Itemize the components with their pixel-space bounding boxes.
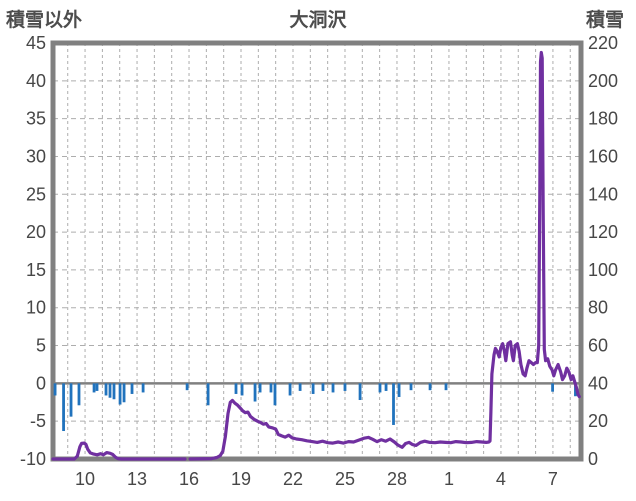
right-axis-tick: 100 <box>588 260 618 280</box>
plot-frame <box>50 40 584 462</box>
snow-other-bar <box>77 383 81 406</box>
left-axis-tick: 30 <box>26 146 46 166</box>
x-axis-tick: 4 <box>496 469 506 489</box>
snow-other-bar <box>428 383 432 391</box>
snow-other-bar <box>343 383 347 391</box>
x-axis-tick: 7 <box>548 469 558 489</box>
snow-other-bar <box>288 383 292 396</box>
snow-other-bar <box>551 383 554 392</box>
snow-other-bar <box>397 383 401 397</box>
right-axis-title: 積雪 <box>586 10 625 31</box>
snow-other-bar <box>384 383 388 391</box>
left-axis-title: 積雪以外 <box>6 10 83 31</box>
right-axis-tick: 220 <box>588 33 618 53</box>
snow-other-bar <box>206 383 210 406</box>
left-axis-tick: 35 <box>26 109 46 129</box>
left-axis-tick: 40 <box>26 71 46 91</box>
snow-other-bar <box>240 383 244 396</box>
x-axis-tick: 22 <box>283 469 303 489</box>
snow-other-bar <box>69 383 73 417</box>
x-axis-tick: 16 <box>179 469 199 489</box>
right-axis-tick: 160 <box>588 146 618 166</box>
left-axis-tick: 15 <box>26 260 46 280</box>
snow-other-bar <box>112 383 116 400</box>
snow-other-bar <box>321 383 325 391</box>
snow-other-bar <box>185 383 189 391</box>
snow-other-bar <box>409 383 413 391</box>
snow-depth-line <box>188 50 581 461</box>
left-axis-tick: -10 <box>20 449 46 469</box>
snow-depth-line <box>51 441 187 461</box>
left-axis-tick: 25 <box>26 184 46 204</box>
snow-other-bar <box>331 383 335 393</box>
snow-other-bar <box>298 383 302 391</box>
right-axis-tick: 40 <box>588 373 608 393</box>
left-axis-tick: 20 <box>26 222 46 242</box>
snow-other-bar <box>92 383 96 393</box>
snow-other-bar <box>234 383 238 394</box>
right-axis-tick: 0 <box>588 449 598 469</box>
x-axis-tick: 25 <box>335 469 355 489</box>
snow-other-bar <box>378 383 382 393</box>
snow-other-bar <box>108 383 112 398</box>
snow-other-bar <box>273 383 277 406</box>
snow-other-bar <box>253 383 257 402</box>
x-axis-tick: 1 <box>444 469 454 489</box>
chart-title: 大洞沢 <box>289 10 347 31</box>
right-axis-tick: 60 <box>588 336 608 356</box>
snow-other-bar <box>311 383 315 394</box>
snow-other-bar <box>62 383 65 432</box>
right-axis-tick: 180 <box>588 109 618 129</box>
right-axis-tick: 80 <box>588 298 608 318</box>
x-axis-tick: 13 <box>127 469 147 489</box>
x-axis-tick: 28 <box>387 469 407 489</box>
right-axis-tick: 140 <box>588 184 618 204</box>
snow-other-bar <box>118 383 122 405</box>
snow-other-bar <box>358 383 362 401</box>
x-axis-tick: 10 <box>75 469 95 489</box>
left-axis-tick: 0 <box>36 373 46 393</box>
snow-other-bar <box>392 383 395 425</box>
left-axis-tick: 45 <box>26 33 46 53</box>
left-axis-tick: 10 <box>26 298 46 318</box>
snow-other-bar <box>122 383 126 403</box>
left-axis-tick: 5 <box>36 336 46 356</box>
snow-other-bar <box>258 383 262 393</box>
snow-other-bar <box>269 383 273 393</box>
snow-other-bar <box>444 383 448 391</box>
right-axis-tick: 200 <box>588 71 618 91</box>
snow-other-bar <box>95 383 99 391</box>
snow-other-bar <box>53 383 57 396</box>
right-axis-tick: 120 <box>588 222 618 242</box>
left-axis-tick: -5 <box>30 411 46 431</box>
x-axis-tick: 19 <box>231 469 251 489</box>
snow-other-bar <box>104 383 108 396</box>
right-axis-tick: 20 <box>588 411 608 431</box>
snow-other-bar <box>141 383 145 393</box>
snow-other-bar <box>130 383 134 394</box>
